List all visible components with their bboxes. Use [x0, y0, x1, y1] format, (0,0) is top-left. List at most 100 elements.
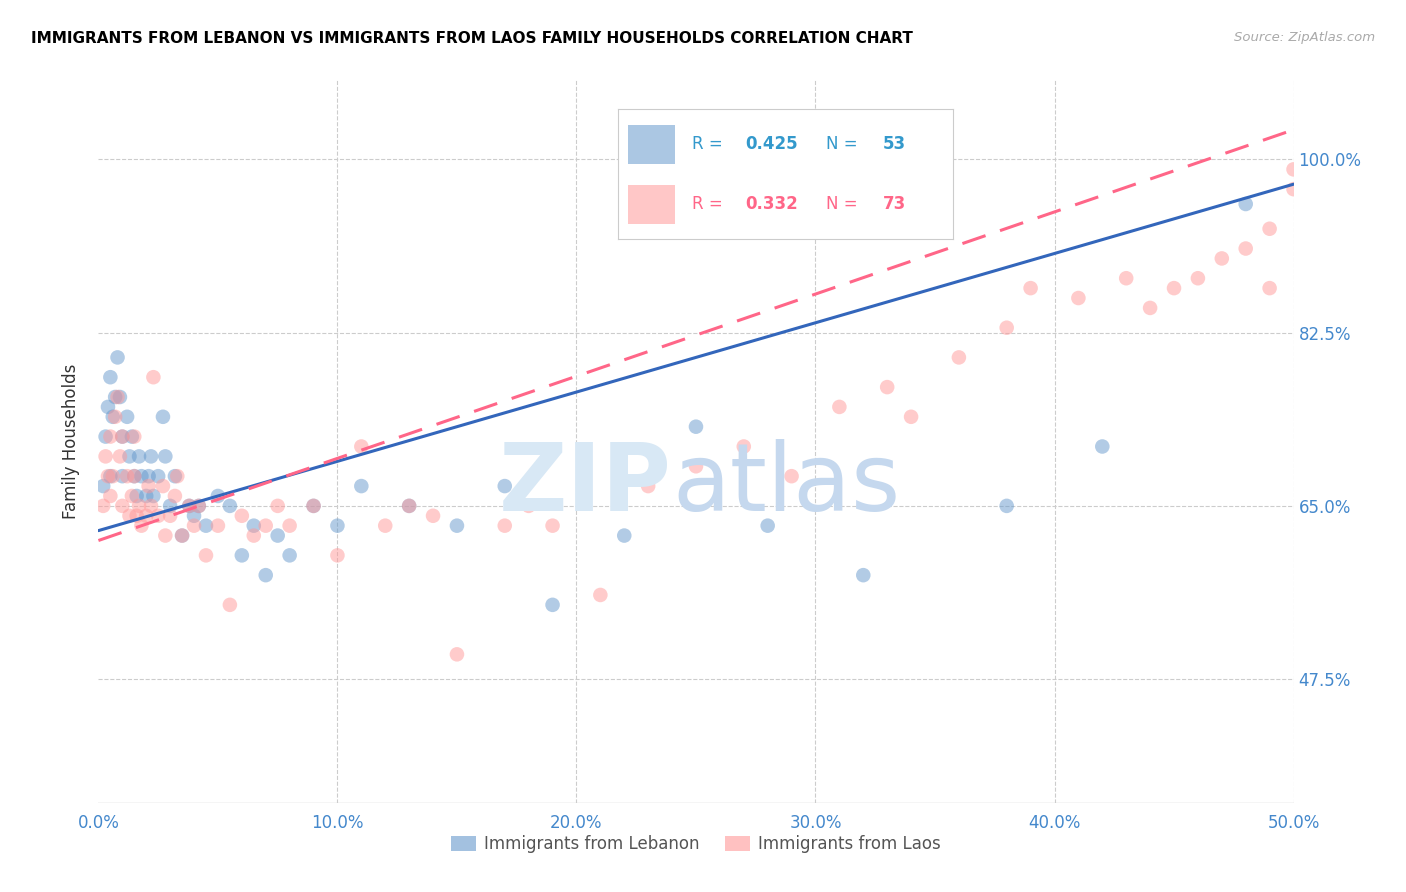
Point — [243, 528, 266, 542]
Point — [115, 469, 138, 483]
Text: Source: ZipAtlas.com: Source: ZipAtlas.com — [1234, 31, 1375, 45]
Point — [111, 429, 134, 443]
Point — [101, 469, 124, 483]
Point — [195, 549, 218, 563]
Point — [207, 518, 229, 533]
Point — [267, 528, 290, 542]
Point — [118, 508, 141, 523]
Point — [1019, 281, 1042, 295]
Point — [179, 499, 201, 513]
Point — [1282, 182, 1305, 196]
Point — [374, 518, 396, 533]
Point — [187, 499, 209, 513]
Point — [254, 518, 277, 533]
Point — [166, 469, 188, 483]
Point — [302, 499, 325, 513]
Point — [159, 508, 181, 523]
Point — [243, 518, 266, 533]
Point — [163, 469, 186, 483]
Point — [1187, 271, 1209, 285]
Point — [139, 499, 162, 513]
Point — [135, 489, 157, 503]
Point — [685, 419, 707, 434]
Point — [733, 440, 755, 454]
Point — [124, 469, 146, 483]
Point — [183, 508, 205, 523]
Point — [142, 370, 165, 384]
Point — [756, 518, 779, 533]
Point — [900, 409, 922, 424]
Point — [124, 469, 146, 483]
Point — [115, 409, 138, 424]
Point — [104, 409, 127, 424]
Point — [172, 528, 194, 542]
Point — [207, 489, 229, 503]
Point — [219, 598, 242, 612]
Point — [108, 390, 131, 404]
Point — [1115, 271, 1137, 285]
Point — [195, 518, 218, 533]
Point — [98, 489, 122, 503]
Point — [104, 390, 127, 404]
Point — [148, 469, 170, 483]
Point — [828, 400, 851, 414]
Point — [278, 518, 301, 533]
Point — [121, 429, 143, 443]
Point — [1067, 291, 1090, 305]
Point — [398, 499, 420, 513]
Point — [219, 499, 242, 513]
Point — [780, 469, 803, 483]
Point — [1258, 281, 1281, 295]
Point — [125, 489, 148, 503]
Point — [91, 479, 114, 493]
Point — [91, 499, 114, 513]
Text: ZIP: ZIP — [499, 439, 672, 531]
Point — [139, 450, 162, 464]
Point — [152, 409, 174, 424]
Point — [94, 429, 117, 443]
Point — [446, 648, 468, 662]
Point — [231, 549, 253, 563]
Point — [278, 549, 301, 563]
Point — [107, 351, 129, 365]
Point — [613, 528, 636, 542]
Point — [1282, 162, 1305, 177]
Point — [1234, 197, 1257, 211]
Point — [302, 499, 325, 513]
Point — [637, 479, 659, 493]
Point — [124, 429, 146, 443]
Point — [494, 518, 516, 533]
Point — [589, 588, 612, 602]
Point — [131, 469, 153, 483]
Point — [152, 479, 174, 493]
Point — [111, 429, 134, 443]
Point — [159, 499, 181, 513]
Point — [183, 518, 205, 533]
Point — [179, 499, 201, 513]
Point — [94, 450, 117, 464]
Point — [995, 320, 1018, 334]
Point — [125, 508, 148, 523]
Point — [187, 499, 209, 513]
Point — [97, 400, 120, 414]
Point — [876, 380, 898, 394]
Point — [254, 568, 277, 582]
Point — [350, 440, 373, 454]
Point — [231, 508, 253, 523]
Point — [108, 450, 131, 464]
Point — [98, 469, 122, 483]
Y-axis label: Family Households: Family Households — [62, 364, 80, 519]
Point — [128, 450, 150, 464]
Point — [148, 508, 170, 523]
Point — [948, 351, 970, 365]
Point — [326, 518, 349, 533]
Point — [163, 489, 186, 503]
Point — [1258, 221, 1281, 235]
Point — [350, 479, 373, 493]
Point — [111, 499, 134, 513]
Text: atlas: atlas — [672, 439, 900, 531]
Point — [155, 450, 177, 464]
Point — [155, 528, 177, 542]
Text: IMMIGRANTS FROM LEBANON VS IMMIGRANTS FROM LAOS FAMILY HOUSEHOLDS CORRELATION CH: IMMIGRANTS FROM LEBANON VS IMMIGRANTS FR… — [31, 31, 912, 46]
Point — [172, 528, 194, 542]
